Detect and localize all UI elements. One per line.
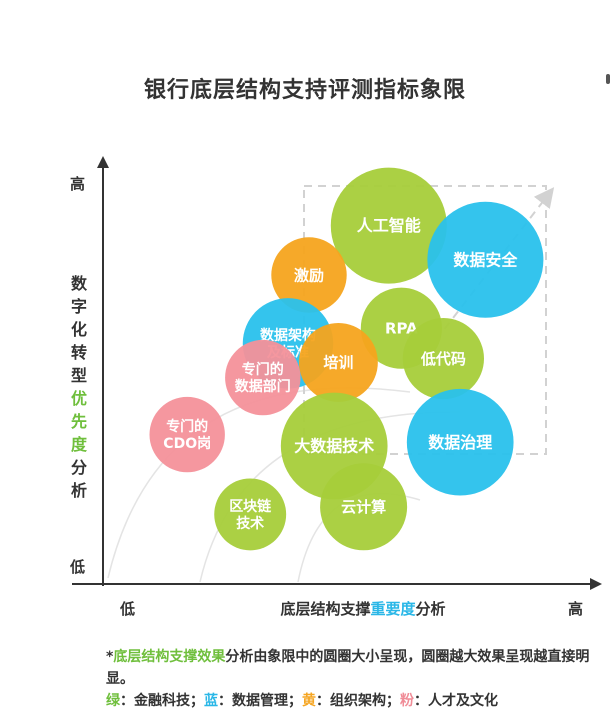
y-title-highlight-char: 度 bbox=[70, 435, 87, 454]
y-axis-arrow bbox=[97, 156, 109, 168]
bubble-label: 区块链 bbox=[229, 498, 272, 515]
footnote-asterisk: * bbox=[106, 649, 114, 665]
bubble-label: 激励 bbox=[294, 266, 324, 284]
bubble-label: 大数据技术 bbox=[294, 437, 374, 456]
bubble-label: 数据治理 bbox=[428, 433, 492, 452]
bubble-label: 专门的 bbox=[242, 361, 284, 378]
footnote-text: 分析由象限中的圆圈大小呈现，圆圈越大效果呈现越直接明显。 bbox=[106, 649, 590, 687]
legend-pink-text: ：人才及文化 bbox=[414, 693, 498, 709]
axes bbox=[72, 156, 602, 590]
bubble-label: RPA bbox=[385, 319, 418, 337]
legend-yellow-key: 黄 bbox=[302, 693, 316, 709]
y-axis-low-label: 低 bbox=[70, 558, 86, 576]
bubble-circle bbox=[298, 322, 378, 402]
bubble: 数据安全 bbox=[427, 201, 544, 318]
y-title-char: 数 bbox=[70, 274, 87, 293]
bubble-circle bbox=[406, 388, 514, 496]
bubble: 激励 bbox=[271, 237, 347, 313]
bubble-label: 数据部门 bbox=[235, 378, 291, 395]
bubble-label: 人工智能 bbox=[357, 216, 421, 235]
x-axis-title: 底层结构支撑重要度分析 bbox=[228, 598, 498, 619]
page-title: 银行底层结构支持评测指标象限 bbox=[143, 78, 466, 103]
bubble: 数据治理 bbox=[406, 388, 514, 496]
footnote-line-1: *底层结构支撑效果分析由象限中的圆圈大小呈现，圆圈越大效果呈现越直接明显。 bbox=[106, 646, 604, 690]
footnote-highlight: 底层结构支撑效果 bbox=[113, 649, 226, 665]
bubble-circle bbox=[271, 237, 347, 313]
bubble-label: 专门的 bbox=[166, 418, 208, 435]
bubble-label: CDO岗 bbox=[163, 435, 211, 452]
y-title-char: 字 bbox=[70, 297, 87, 316]
x-title-highlight: 重要度 bbox=[370, 600, 416, 618]
footnote-legend: 绿：金融科技；蓝：数据管理；黄：组织架构；粉：人才及文化 bbox=[106, 690, 604, 712]
x-title-part: 分析 bbox=[415, 600, 446, 618]
y-axis-high-label: 高 bbox=[70, 175, 86, 193]
y-axis-title: 数 字 化 转 型 优 先 度 分 析 bbox=[66, 272, 92, 502]
bubble-circle bbox=[402, 318, 484, 400]
x-axis-low-label: 低 bbox=[120, 600, 136, 618]
legend-blue-key: 蓝 bbox=[204, 693, 218, 709]
x-axis-arrow bbox=[590, 578, 602, 590]
footnote: *底层结构支撑效果分析由象限中的圆圈大小呈现，圆圈越大效果呈现越直接明显。 绿：… bbox=[106, 646, 604, 712]
y-title-char: 析 bbox=[70, 481, 87, 500]
decorative-mark bbox=[606, 74, 610, 84]
bubble-circle bbox=[320, 463, 408, 551]
y-title-char: 化 bbox=[70, 320, 87, 339]
bubble: 培训 bbox=[298, 322, 378, 402]
bubble-circle bbox=[330, 167, 447, 284]
bubble: 人工智能 bbox=[330, 167, 447, 284]
bubble-label: 云计算 bbox=[341, 498, 386, 516]
y-title-char: 转 bbox=[70, 343, 87, 362]
y-title-highlight-char: 先 bbox=[70, 412, 87, 431]
bubble-label: 数据安全 bbox=[453, 250, 518, 269]
bubble-circle bbox=[149, 396, 225, 473]
bubble: 云计算 bbox=[320, 463, 408, 551]
bubble-circle bbox=[427, 201, 544, 318]
bubble: 低代码 bbox=[402, 318, 484, 400]
bubble-label: 低代码 bbox=[420, 350, 466, 368]
y-title-highlight-char: 优 bbox=[70, 389, 87, 408]
legend-green-text: ：金融科技； bbox=[120, 693, 204, 709]
x-title-part: 底层结构支撑 bbox=[280, 600, 371, 618]
bubble-label: 技术 bbox=[236, 515, 264, 532]
bubble-label: 数据架构 bbox=[260, 327, 316, 344]
legend-blue-text: ：数据管理； bbox=[218, 693, 302, 709]
bubble-label: 培训 bbox=[323, 354, 353, 372]
legend-yellow-text: ：组织架构； bbox=[316, 693, 400, 709]
legend-green-key: 绿 bbox=[106, 693, 120, 709]
bubble-circle bbox=[225, 339, 301, 416]
y-title-char: 型 bbox=[70, 366, 87, 385]
x-axis-high-label: 高 bbox=[568, 600, 584, 618]
bubble-circle bbox=[214, 478, 287, 551]
legend-pink-key: 粉 bbox=[400, 693, 414, 709]
bubble-layer: 人工智能数据安全激励RPA数据架构及标准培训低代码专门的数据部门专门的CDO岗大… bbox=[149, 167, 544, 551]
y-title-char: 分 bbox=[70, 458, 87, 477]
